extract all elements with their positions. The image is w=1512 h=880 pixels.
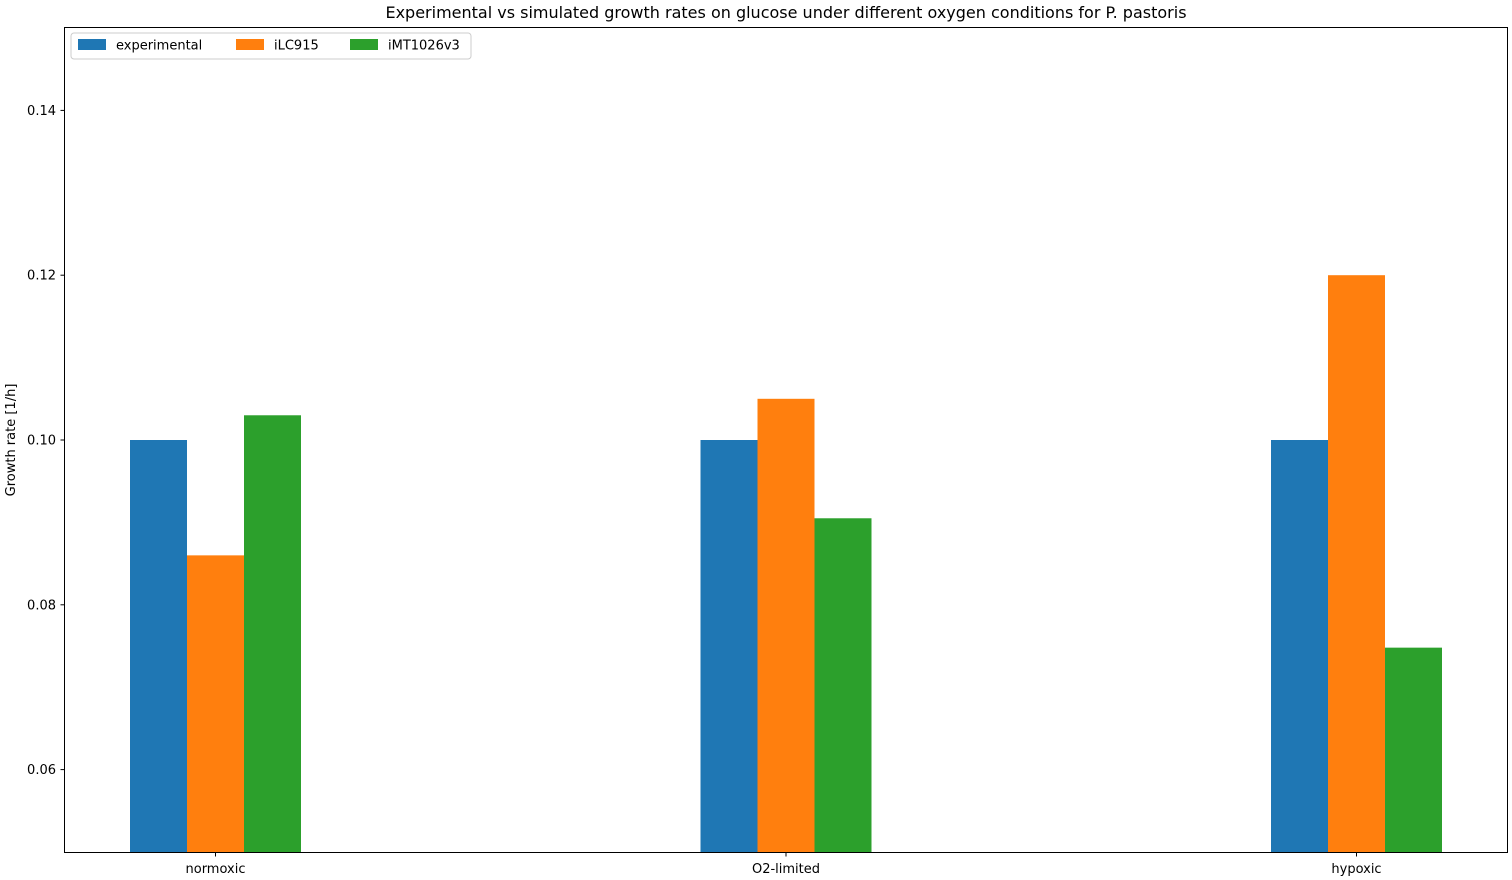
chart-title: Experimental vs simulated growth rates o… [385, 3, 1186, 22]
legend-swatch [78, 39, 106, 50]
y-tick-label: 0.14 [27, 104, 56, 119]
bars-group [130, 275, 1442, 852]
legend-label: iMT1026v3 [388, 39, 460, 54]
y-axis-label: Growth rate [1/h] [4, 384, 19, 497]
legend-label: iLC915 [274, 39, 319, 54]
x-tick-label: hypoxic [1331, 862, 1381, 877]
x-axis: normoxic O2-limited hypoxic [186, 852, 1382, 877]
bar-experimental-o2-limited [700, 440, 758, 852]
y-tick-label: 0.10 [27, 434, 56, 449]
bar-ilc915-hypoxic [1328, 275, 1385, 852]
y-tick-label: 0.12 [27, 269, 56, 284]
legend-swatch [350, 39, 378, 50]
bar-experimental-hypoxic [1271, 440, 1328, 852]
bar-imt1026v3-normoxic [244, 415, 301, 852]
legend-label: experimental [116, 39, 202, 54]
y-tick-label: 0.06 [27, 763, 56, 778]
legend-swatch [236, 39, 264, 50]
bar-imt1026v3-hypoxic [1385, 647, 1442, 852]
bar-imt1026v3-o2-limited [814, 518, 872, 852]
bar-experimental-normoxic [130, 440, 187, 852]
bar-ilc915-normoxic [187, 555, 244, 852]
x-tick-label: normoxic [186, 862, 246, 877]
bar-ilc915-o2-limited [757, 398, 815, 852]
y-axis: 0.06 0.08 0.10 0.12 0.14 [27, 104, 65, 778]
y-tick-label: 0.08 [27, 598, 56, 613]
legend: experimental iLC915 iMT1026v3 [70, 32, 472, 60]
x-tick-label: O2-limited [752, 862, 820, 877]
